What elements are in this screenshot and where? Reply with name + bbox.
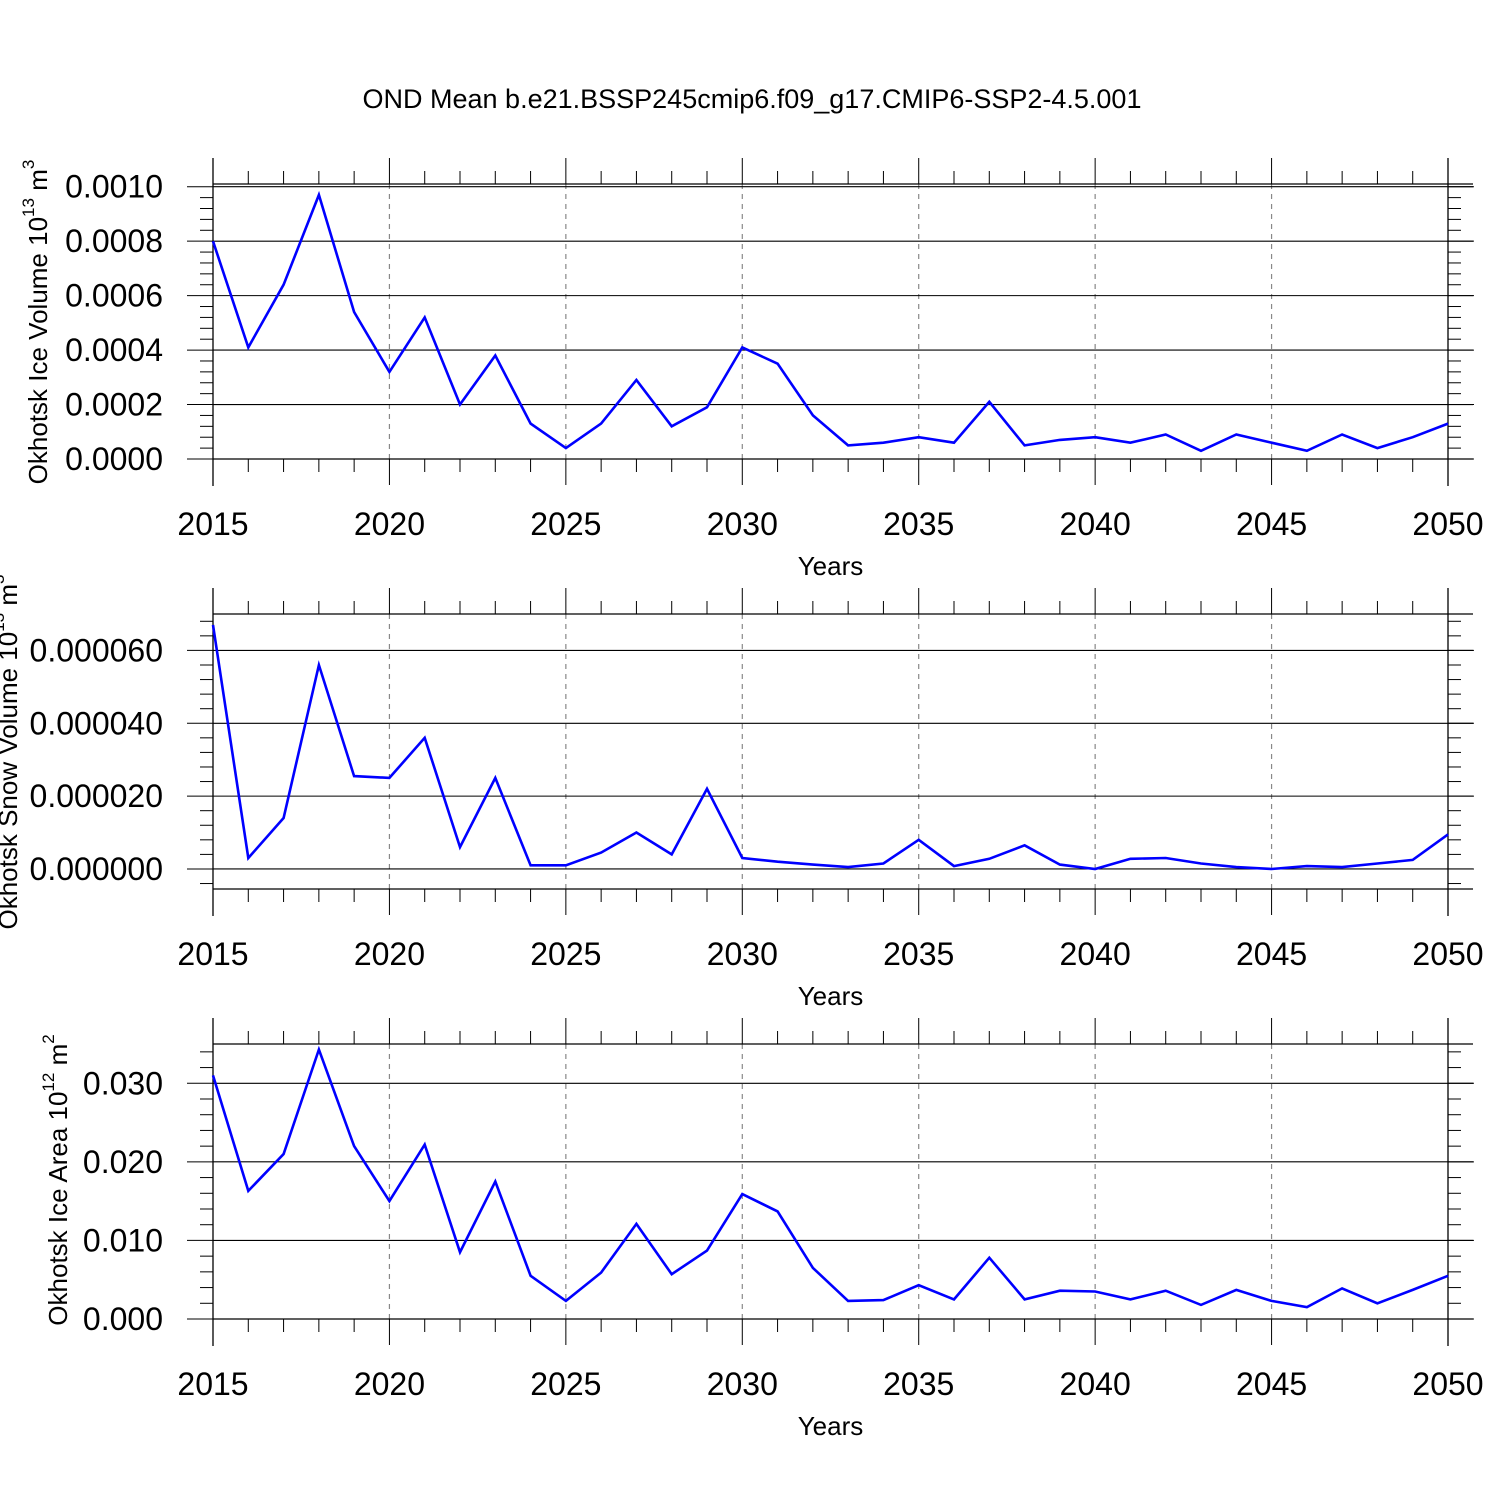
x-axis-label: Years <box>798 551 864 581</box>
x-tick-label: 2025 <box>530 936 601 972</box>
x-tick-label: 2045 <box>1236 506 1307 542</box>
y-tick-label: 0.0002 <box>65 387 163 423</box>
y-tick-label: 0.0008 <box>65 223 163 259</box>
x-tick-label: 2035 <box>883 936 954 972</box>
y-tick-label: 0.0010 <box>65 169 163 205</box>
y-tick-label: 0.030 <box>83 1065 163 1101</box>
x-tick-label: 2035 <box>883 506 954 542</box>
series-line <box>211 190 1449 453</box>
ice-area-panel: 2015 2020 2025 2030 2035 2040 2045 2050 Years 0.0… <box>39 1018 1484 1441</box>
x-tick-label: 2035 <box>883 1366 954 1402</box>
y-tick-label: 0.010 <box>83 1222 163 1258</box>
x-tick-label: 2040 <box>1060 1366 1131 1402</box>
snow-volume-panel: 2015 2020 2025 2030 2035 2040 2045 2050 Years 0.0… <box>0 575 1484 1012</box>
y-tick-label: 0.000020 <box>30 778 163 814</box>
x-tick-label: 2020 <box>354 506 425 542</box>
x-tick-label: 2015 <box>177 506 248 542</box>
y-tick-label: 0.000 <box>83 1301 163 1337</box>
x-tick-label: 2020 <box>354 1366 425 1402</box>
y-tick-label: 0.0004 <box>65 332 163 368</box>
chart-title: OND Mean b.e21.BSSP245cmip6.f09_g17.CMIP… <box>363 84 1142 114</box>
x-tick-label: 2040 <box>1060 936 1131 972</box>
x-tick-label: 2025 <box>530 1366 601 1402</box>
y-tick-label: 0.000060 <box>30 632 163 668</box>
y-tick-label: 0.000000 <box>30 851 163 887</box>
y-axis-label: Okhotsk Snow Volume 1013 m3 <box>0 575 23 930</box>
y-tick-label: 0.0000 <box>65 441 163 477</box>
y-tick-label: 0.000040 <box>30 705 163 741</box>
x-axis-label: Years <box>798 1411 864 1441</box>
x-tick-label: 2045 <box>1236 1366 1307 1402</box>
y-axis-label: Okhotsk Ice Area 1012 m2 <box>39 1034 72 1325</box>
series-line <box>211 624 1449 871</box>
x-tick-label: 2050 <box>1412 1366 1483 1402</box>
x-tick-label: 2025 <box>530 506 601 542</box>
x-tick-label: 2015 <box>177 936 248 972</box>
x-tick-label: 2050 <box>1412 506 1483 542</box>
x-tick-label: 2045 <box>1236 936 1307 972</box>
x-tick-label: 2030 <box>707 1366 778 1402</box>
y-axis-label: Okhotsk Ice Volume 1013 m3 <box>19 160 52 485</box>
x-tick-label: 2020 <box>354 936 425 972</box>
y-tick-label: 0.0006 <box>65 278 163 314</box>
x-tick-label: 2040 <box>1060 506 1131 542</box>
x-tick-label: 2030 <box>707 936 778 972</box>
x-tick-label: 2015 <box>177 1366 248 1402</box>
ice-volume-panel: 2015 2020 2025 2030 2035 2040 2045 2050 Years 0.0… <box>19 158 1484 581</box>
y-tick-label: 0.020 <box>83 1144 163 1180</box>
x-tick-label: 2030 <box>707 506 778 542</box>
x-axis-label: Years <box>798 981 864 1011</box>
series-line <box>211 1045 1449 1309</box>
x-tick-label: 2050 <box>1412 936 1483 972</box>
